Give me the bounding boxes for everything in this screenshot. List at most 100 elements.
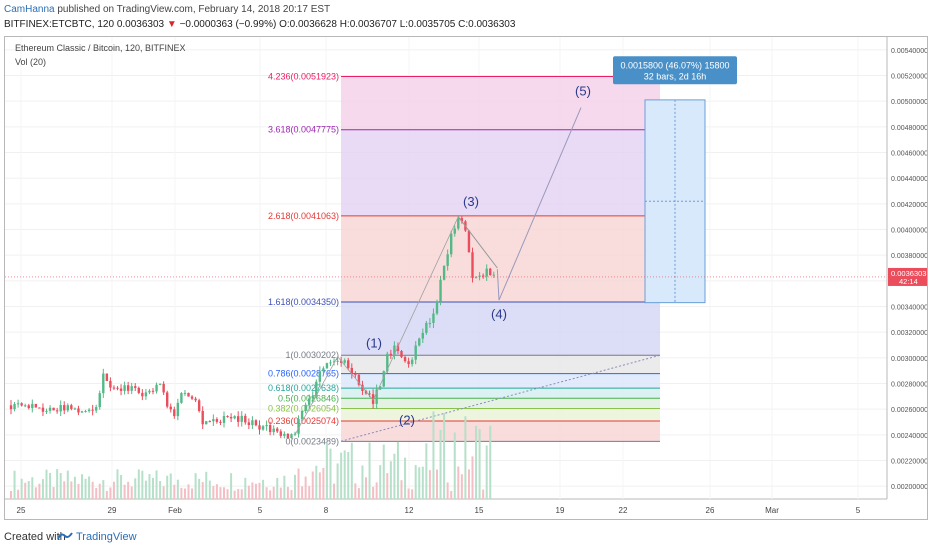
candle-body: [20, 403, 23, 406]
measure-line-1: 0.0015800 (46.07%) 15800: [620, 60, 729, 70]
chart-area[interactable]: 0.00200000 0.00220000 0.00240000 0.00260000…: [4, 36, 928, 520]
y-tick-label: 0.00280000: [891, 382, 927, 389]
fib-zone: [341, 76, 660, 130]
candle-body: [258, 425, 261, 430]
candle-body: [31, 403, 34, 409]
fib-ext-label: 3.618(0.0047775): [268, 125, 339, 135]
candle-body: [166, 392, 169, 407]
volume-bar: [375, 482, 378, 499]
candle-body: [151, 390, 155, 392]
candle-body: [63, 405, 66, 411]
candle-body: [41, 407, 45, 412]
x-tick-label: 25: [17, 506, 26, 515]
volume-bar: [70, 481, 73, 499]
candle-body: [48, 407, 52, 411]
candle-body: [300, 410, 304, 420]
volume-bar: [290, 490, 293, 499]
y-tick-label: 0.00240000: [891, 433, 927, 440]
volume-bar: [141, 470, 144, 499]
volume-bar: [77, 483, 80, 499]
candle-body: [169, 406, 172, 410]
tradingview-brand[interactable]: TradingView: [76, 531, 137, 543]
candle-body: [268, 425, 272, 433]
volume-bar: [198, 478, 201, 499]
volume-bar: [308, 486, 311, 499]
last-price-label: 0.0036303: [891, 269, 926, 278]
candle-body: [187, 392, 190, 397]
candle-body: [386, 353, 389, 372]
candle-body: [325, 363, 329, 369]
candle-body: [134, 386, 137, 388]
volume-bar: [116, 469, 119, 499]
volume-bar: [84, 478, 87, 499]
fib-ret-label: 0.786(0.0028765): [268, 369, 339, 379]
volume-bar: [436, 469, 438, 499]
volume-bar: [112, 481, 115, 499]
volume-bar: [443, 413, 446, 499]
volume-bar: [411, 489, 414, 499]
candle-body: [481, 275, 485, 277]
y-tick-label: 0.00340000: [891, 305, 927, 312]
volume-bar: [73, 476, 76, 499]
price-chart[interactable]: 0.00200000 0.00220000 0.00240000 0.00260000…: [5, 37, 927, 519]
price-change: −0.0000363 (−0.99%): [179, 19, 277, 30]
candle-body: [357, 374, 361, 385]
candle-body: [453, 228, 456, 234]
volume-bar: [329, 448, 332, 499]
candle-body: [144, 392, 148, 397]
x-tick-label: 22: [619, 506, 628, 515]
candle-body: [375, 389, 378, 404]
candle-body: [492, 274, 495, 276]
volume-bar: [450, 490, 453, 499]
candle-body: [158, 383, 162, 385]
publish-header: CamHanna published on TradingView.com, F…: [0, 0, 932, 36]
candle-body: [98, 393, 101, 408]
candle-body: [450, 233, 453, 255]
volume-bar: [489, 425, 492, 499]
y-tick-label: 0.00400000: [891, 228, 927, 235]
volume-bar: [109, 487, 112, 499]
last-price: 0.0036303: [116, 19, 165, 30]
candle-body: [471, 252, 474, 278]
candle-body: [432, 313, 435, 323]
x-tick-label: 26: [706, 506, 715, 515]
candle-body: [9, 405, 13, 410]
candle-body: [254, 420, 258, 426]
y-tick-label: 0.00500000: [891, 99, 927, 106]
candle-body: [222, 416, 226, 423]
fib-ret-zone: [341, 355, 660, 374]
down-arrow-icon: ▼: [166, 19, 177, 30]
volume-bar: [428, 470, 431, 499]
candle-body: [364, 390, 368, 394]
volume-bar: [262, 479, 265, 499]
volume-bar: [325, 442, 328, 499]
volume-bar: [365, 477, 367, 499]
volume-bar: [336, 463, 339, 499]
candle-body: [119, 388, 123, 391]
volume-bar: [183, 488, 186, 499]
x-tick-label: 8: [324, 506, 329, 515]
volume-bar: [59, 473, 62, 499]
candle-body: [343, 360, 346, 363]
x-tick-label: 19: [556, 506, 565, 515]
author-link[interactable]: CamHanna: [4, 4, 55, 15]
candle-body: [180, 393, 183, 403]
candle-body: [87, 409, 91, 412]
y-tick-label: 0.00520000: [891, 74, 927, 81]
volume-bar: [219, 487, 222, 499]
published-text: published on TradingView.com, February 1…: [54, 4, 331, 15]
candle-body: [297, 419, 300, 434]
x-tick-label: 5: [258, 506, 263, 515]
volume-bar: [357, 488, 360, 499]
candle-body: [435, 301, 439, 314]
volume-bar: [237, 489, 240, 499]
volume-bar: [233, 490, 236, 499]
volume-bar: [49, 472, 52, 499]
volume-bar: [475, 425, 478, 499]
wave-label: (5): [575, 84, 591, 99]
volume-bar: [120, 475, 123, 499]
volume-bar: [361, 465, 364, 499]
candle-body: [226, 416, 229, 418]
volume-bar: [318, 472, 321, 499]
volume-bar: [457, 466, 460, 499]
